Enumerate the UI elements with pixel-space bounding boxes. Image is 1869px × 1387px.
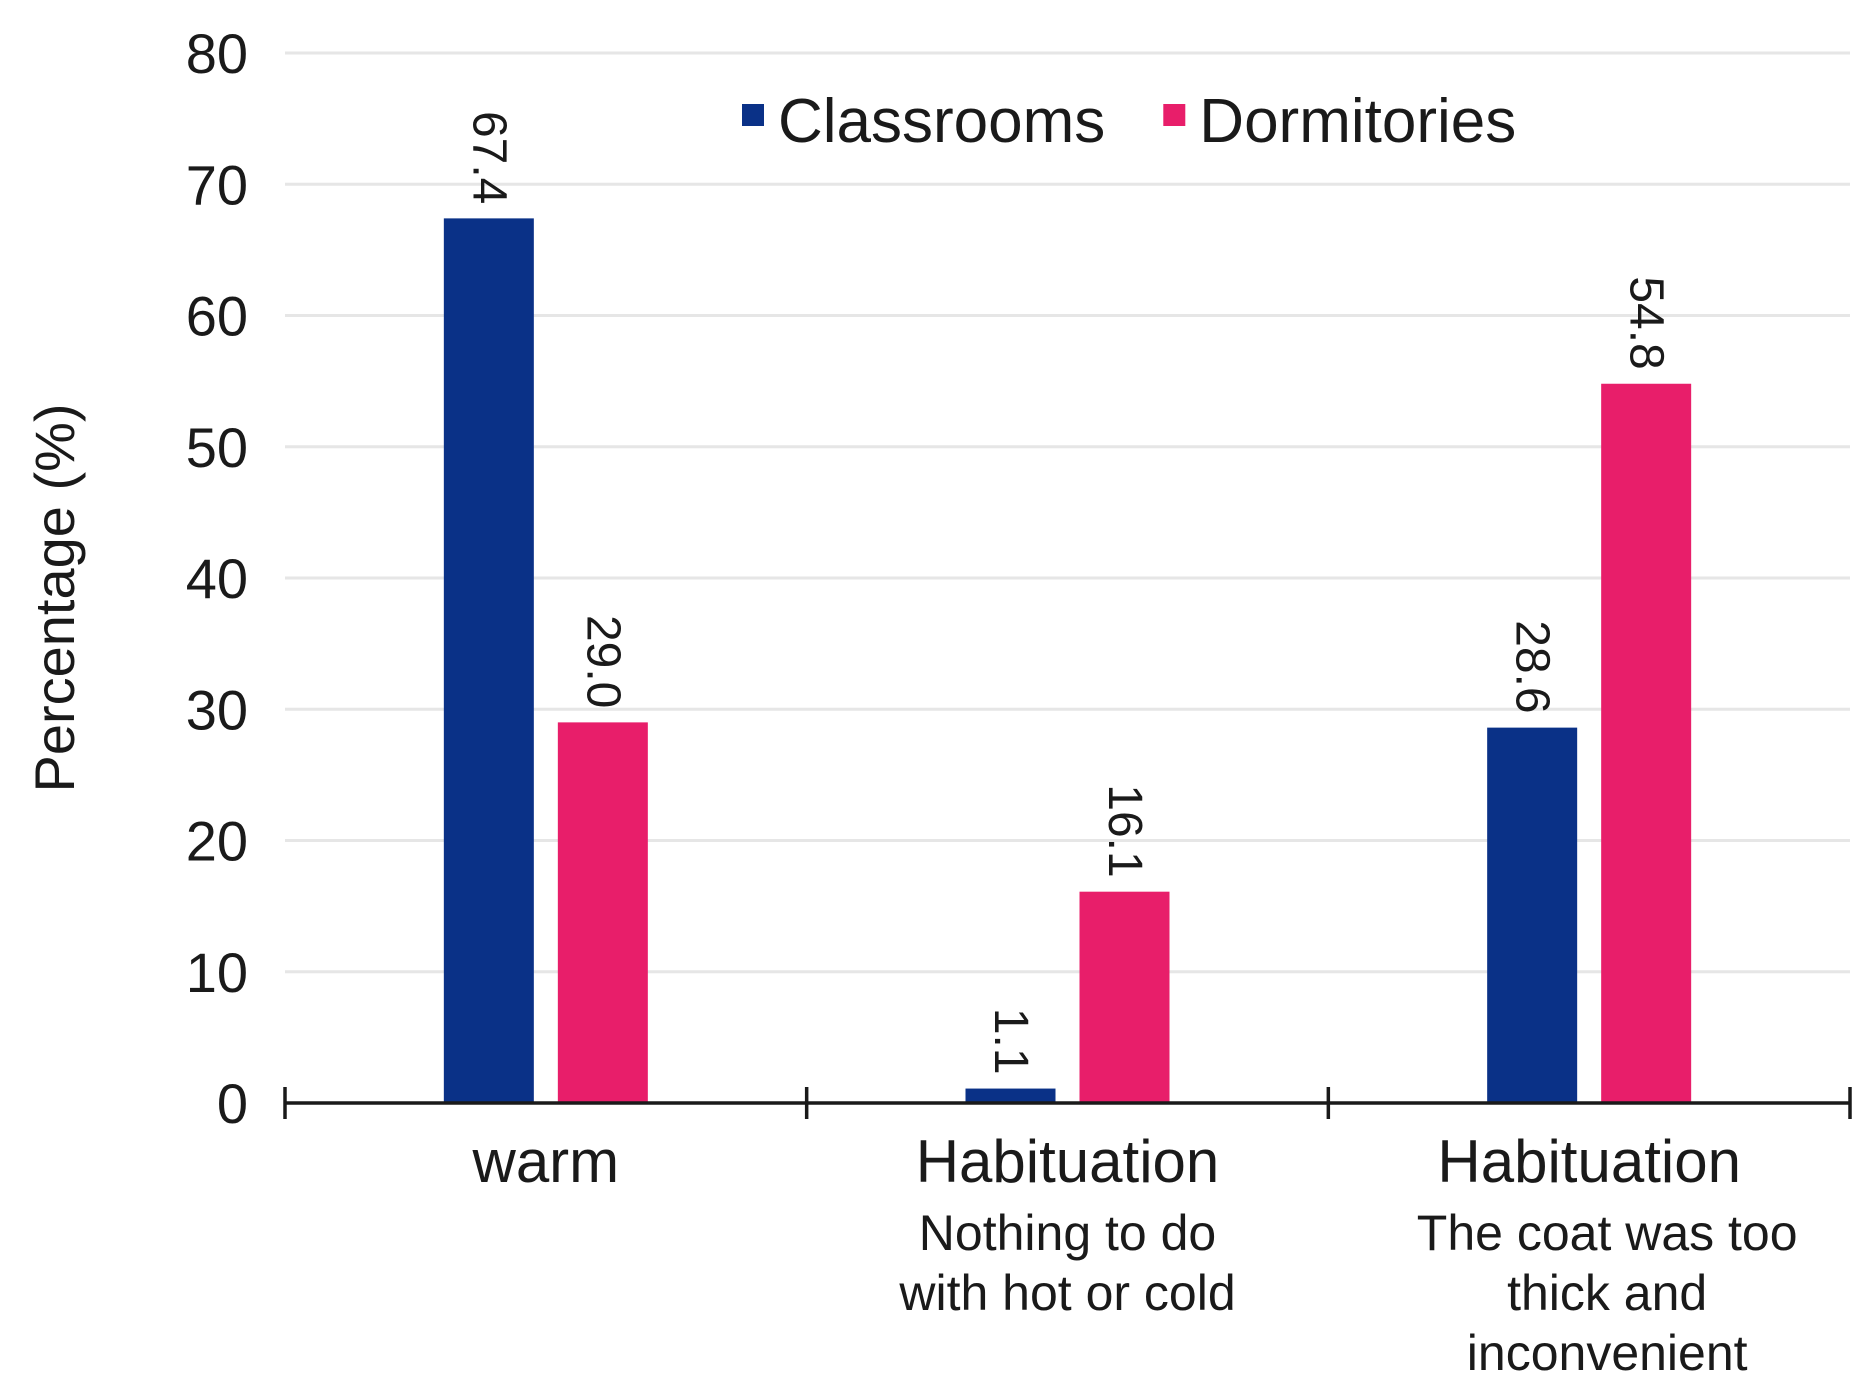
data-label: 29.0: [576, 615, 629, 708]
bar-dormitories-2: [1601, 383, 1692, 1103]
data-label: 16.1: [1098, 784, 1151, 877]
y-tick-label: 60: [186, 285, 248, 348]
bars: [443, 218, 1692, 1103]
x-category-label: Habituation: [1437, 1128, 1741, 1195]
y-tick-label: 50: [186, 416, 248, 479]
legend-label-classrooms: Classrooms: [778, 87, 1105, 156]
legend-background: [730, 58, 1840, 173]
y-tick-label: 20: [186, 810, 248, 873]
y-tick-label: 30: [186, 678, 248, 741]
bar-classrooms-1: [965, 1088, 1056, 1103]
x-category-sublabel: thick and: [1507, 1265, 1707, 1321]
labels: 0 10 20 30 40 50 60 70 80 Percentage (%) 67.4 29.0 w…: [23, 22, 1798, 1381]
x-category-label: Habituation: [916, 1128, 1220, 1195]
bar-dormitories-1: [1079, 891, 1170, 1103]
gridlines: [285, 51, 1850, 974]
y-tick-label: 80: [186, 22, 248, 85]
bar-classrooms-0: [443, 218, 534, 1103]
x-category-sublabel: Nothing to do: [919, 1205, 1216, 1261]
y-tick-label: 0: [217, 1072, 248, 1135]
data-label: 28.6: [1506, 620, 1559, 713]
data-label: 54.8: [1620, 276, 1673, 369]
x-category-label: warm: [471, 1128, 619, 1195]
data-label: 1.1: [984, 1008, 1037, 1075]
bar-classrooms-2: [1487, 727, 1578, 1103]
legend-swatch-dormitories: [1163, 104, 1186, 126]
x-category-sublabel: The coat was too: [1417, 1205, 1798, 1261]
bar-dormitories-0: [557, 722, 648, 1103]
y-tick-label: 70: [186, 153, 248, 216]
y-axis-title: Percentage (%): [23, 403, 86, 792]
x-category-sublabel: inconvenient: [1467, 1325, 1748, 1381]
data-label: 67.4: [462, 111, 515, 204]
axes: [283, 1087, 1852, 1119]
y-tick-label: 40: [186, 547, 248, 610]
y-tick-label: 10: [186, 941, 248, 1004]
legend-label-dormitories: Dormitories: [1199, 87, 1516, 156]
x-category-sublabel: with hot or cold: [898, 1265, 1235, 1321]
legend: Classrooms Dormitories: [730, 58, 1840, 173]
legend-swatch-classrooms: [742, 104, 764, 126]
